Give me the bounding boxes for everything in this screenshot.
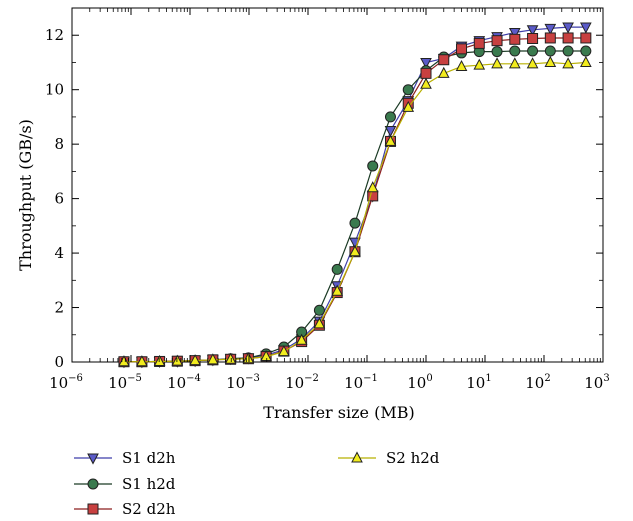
- data-point: [207, 353, 219, 365]
- data-point: [491, 57, 503, 69]
- data-point: [224, 352, 237, 364]
- legend-marker: [87, 503, 99, 515]
- legend-entry: S1 d2h: [74, 449, 176, 467]
- legend-entry: S2 h2d: [338, 449, 440, 467]
- data-point: [420, 77, 432, 89]
- data-point: [367, 160, 379, 172]
- legend-label: S2 h2d: [386, 449, 440, 467]
- data-point: [349, 245, 361, 257]
- data-point: [349, 217, 361, 229]
- series-line: [124, 50, 586, 363]
- series-s2-h2d: [118, 55, 592, 367]
- x-tick-label: 10−3: [226, 373, 260, 392]
- data-point: [580, 32, 592, 44]
- data-point: [402, 100, 415, 112]
- data-point: [580, 55, 592, 67]
- series-line: [124, 26, 586, 363]
- data-point: [509, 45, 521, 57]
- y-tick-label: 4: [54, 244, 64, 262]
- x-tick-label: 10−5: [108, 373, 142, 392]
- data-point: [171, 354, 184, 366]
- plot-frame: [71, 7, 604, 363]
- data-point: [313, 304, 325, 316]
- data-point: [331, 284, 344, 296]
- legend-label: S1 d2h: [122, 449, 176, 467]
- data-point: [544, 55, 557, 67]
- y-tick-label: 8: [54, 135, 64, 153]
- data-point: [580, 22, 592, 34]
- x-tick-label: 103: [584, 373, 609, 392]
- legend-entry: S2 d2h: [74, 500, 176, 518]
- series-s1-h2d: [118, 45, 592, 368]
- legend-entry: S1 h2d: [74, 475, 176, 493]
- data-point: [420, 57, 432, 70]
- y-tick-label: 0: [54, 353, 64, 371]
- data-point: [526, 57, 539, 69]
- axes-layer: 10−6 10−5 10−4 10−3 10−2 10−1 100 101 102 103 0 2 4 6…: [45, 8, 610, 392]
- data-point: [384, 111, 396, 123]
- legend-label: S1 h2d: [122, 475, 176, 493]
- data-point: [526, 25, 539, 37]
- y-tick-label: 6: [54, 190, 64, 208]
- data-point: [491, 35, 503, 47]
- data-point: [491, 46, 503, 58]
- data-point: [509, 33, 521, 45]
- data-point: [562, 22, 574, 34]
- data-point: [473, 58, 486, 70]
- data-point: [473, 37, 485, 49]
- data-point: [402, 84, 414, 96]
- data-point: [331, 263, 343, 275]
- series-s2-d2h: [118, 32, 592, 368]
- series-s1-d2h: [118, 22, 592, 369]
- data-point: [508, 57, 521, 69]
- data-point: [438, 54, 450, 66]
- data-point: [366, 181, 379, 193]
- legend-marker: [351, 451, 363, 463]
- y-tick-label: 12: [45, 26, 64, 44]
- x-tick-label: 101: [466, 373, 491, 392]
- x-tick-label: 10−1: [344, 373, 378, 392]
- data-point: [527, 45, 539, 57]
- data-point: [580, 45, 592, 57]
- data-point: [136, 355, 148, 367]
- plot-area: [71, 7, 604, 363]
- data-point: [437, 66, 450, 78]
- legend-marker: [87, 453, 99, 465]
- data-point: [544, 23, 557, 35]
- data-point: [508, 28, 521, 40]
- series-line: [124, 61, 586, 363]
- data-point: [384, 134, 397, 146]
- legend-label: S2 d2h: [122, 500, 176, 518]
- data-point: [456, 43, 468, 55]
- data-point: [544, 45, 556, 57]
- data-point: [455, 59, 468, 72]
- data-point: [313, 317, 326, 329]
- data-point: [153, 354, 166, 366]
- legend: S1 d2h S1 h2d S2 d2h S2 h2d: [74, 449, 440, 518]
- legend-marker: [87, 478, 99, 490]
- series-layer: [118, 22, 592, 369]
- data-point: [527, 32, 539, 44]
- data-point: [384, 126, 397, 138]
- y-axis-label: Throughput (GB/s): [16, 119, 35, 271]
- data-point: [562, 45, 574, 57]
- y-tick-label: 10: [45, 81, 64, 99]
- data-point: [278, 345, 290, 357]
- data-point: [562, 32, 574, 44]
- x-tick-label: 10−2: [285, 373, 319, 392]
- y-tick-label: 2: [54, 299, 64, 317]
- data-point: [189, 354, 201, 366]
- x-tick-label: 10−6: [49, 373, 83, 392]
- data-point: [562, 57, 574, 69]
- x-tick-label: 102: [525, 373, 550, 392]
- data-point: [260, 349, 272, 362]
- x-tick-label: 100: [407, 373, 432, 392]
- x-tick-label: 10−4: [167, 373, 201, 392]
- x-axis-label: Transfer size (MB): [263, 403, 414, 422]
- series-line: [124, 37, 586, 363]
- data-point: [420, 67, 432, 79]
- data-point: [295, 333, 308, 345]
- data-point: [544, 32, 556, 44]
